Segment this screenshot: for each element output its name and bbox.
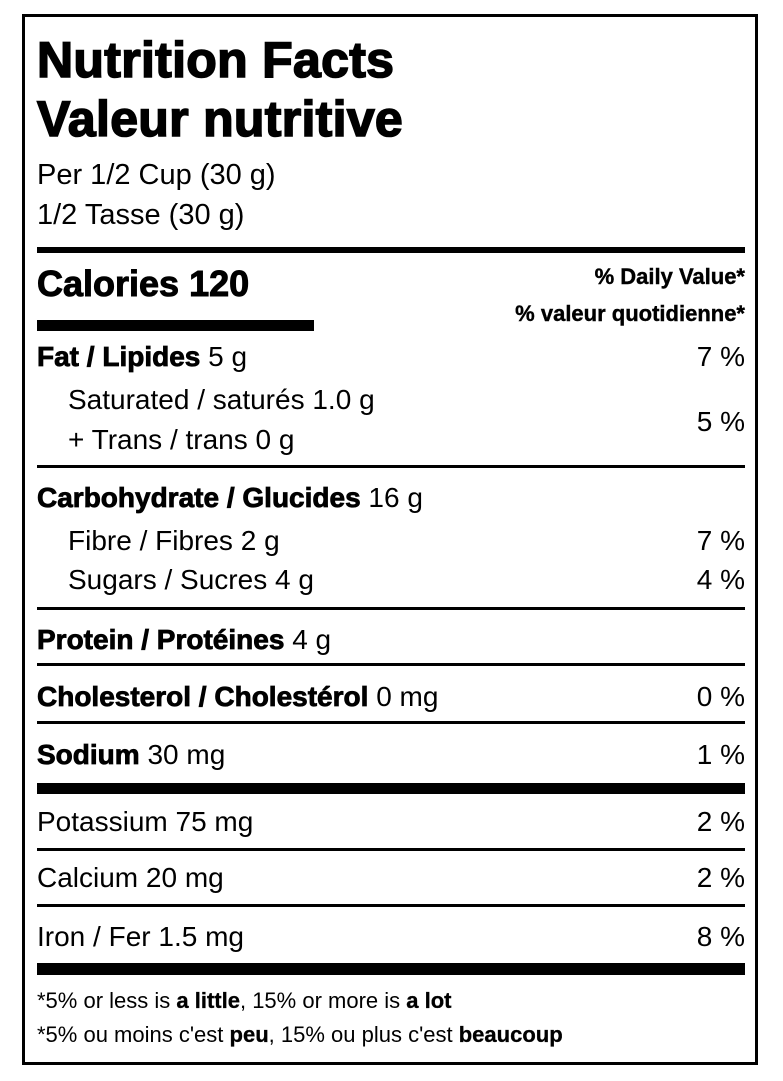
footnote-text: *5% ou moins c'est [37, 1022, 230, 1047]
title-fr: Valeur nutritive [36, 91, 404, 147]
nutrient-dv: 7 % [696, 525, 745, 556]
nutrient-label: + Trans / trans [68, 424, 248, 455]
daily-value-fr: % valeur quotidienne* [515, 301, 745, 326]
nutrient-row-saturated: Saturated / saturés 1.0 g [37, 383, 745, 417]
nutrient-label: Protein / Protéines [37, 624, 285, 656]
footnote-bold: a little [176, 988, 240, 1013]
nutrient-row-fat: Fat / Lipides 5 g 7 % [37, 340, 745, 374]
nutrient-dv: 5 % [696, 406, 745, 437]
footnote-en: *5% or less is a little, 15% or more is … [37, 988, 452, 1013]
nutrient-amount: 4 g [292, 624, 332, 655]
nutrient-label: Sugars / Sucres [68, 564, 268, 595]
nutrient-row-fibre: Fibre / Fibres 2 g 7 % [37, 524, 745, 558]
nutrient-row-protein: Protein / Protéines 4 g [37, 623, 745, 657]
divider [37, 721, 745, 724]
footnote-bold: peu [229, 1022, 269, 1047]
nutrient-dv: 0 % [696, 681, 745, 712]
divider-thick [37, 963, 745, 975]
nutrient-amount: 30 mg [147, 739, 226, 770]
nutrient-dv: 2 % [696, 862, 745, 893]
nutrient-row-sodium: Sodium 30 mg 1 % [37, 738, 745, 772]
footnote-bold: a lot [406, 988, 452, 1013]
daily-value-en: % Daily Value* [594, 264, 745, 289]
nutrient-label: Cholesterol / Cholestérol [37, 681, 369, 713]
nutrient-label: Carbohydrate / Glucides [37, 482, 361, 514]
nutrient-label: Sodium [37, 739, 140, 771]
nutrient-amount: 75 mg [175, 806, 254, 837]
nutrient-row-cholesterol: Cholesterol / Cholestérol 0 mg 0 % [37, 680, 745, 714]
nutrient-amount: 0 g [255, 424, 295, 455]
title-en: Nutrition Facts [36, 32, 395, 88]
nutrient-row-carbohydrate: Carbohydrate / Glucides 16 g [37, 481, 745, 515]
footnote-text: , 15% ou plus c'est [268, 1022, 459, 1047]
nutrient-amount: 1.0 g [312, 384, 375, 415]
divider-thick [37, 247, 745, 253]
nutrient-amount: 1.5 mg [158, 921, 244, 952]
nutrient-label: Potassium [37, 806, 168, 837]
nutrient-amount: 2 g [240, 525, 280, 556]
nutrient-row-potassium: Potassium 75 mg 2 % [37, 805, 745, 839]
divider [37, 848, 745, 851]
nutrient-dv: 8 % [696, 921, 745, 952]
footnote-fr: *5% ou moins c'est peu, 15% ou plus c'es… [37, 1022, 563, 1047]
nutrient-label: Iron / Fer [37, 921, 151, 952]
nutrient-row-trans: + Trans / trans 0 g 5 % [37, 406, 745, 457]
nutrient-label: Fibre / Fibres [68, 525, 233, 556]
nutrient-amount: 0 mg [376, 681, 439, 712]
nutrient-label: Calcium [37, 862, 139, 893]
footnote-text: *5% or less is [37, 988, 177, 1013]
nutrient-dv: 2 % [696, 806, 745, 837]
nutrient-amount: 4 g [274, 564, 314, 595]
nutrient-dv: 7 % [696, 341, 745, 372]
nutrient-label: Saturated / saturés [68, 384, 305, 415]
nutrient-row-iron: Iron / Fer 1.5 mg 8 % [37, 920, 745, 954]
calories-bar [37, 320, 314, 331]
divider [37, 904, 745, 907]
serving-size-fr: 1/2 Tasse (30 g) [37, 199, 245, 231]
calories-label: Calories [36, 263, 180, 304]
divider [37, 663, 745, 666]
nutrition-facts-label [22, 14, 758, 1065]
nutrient-label: Fat / Lipides [37, 341, 201, 373]
nutrient-dv: 4 % [696, 564, 745, 595]
nutrient-amount: 20 mg [145, 862, 224, 893]
nutrient-amount: 16 g [368, 482, 423, 513]
divider [37, 465, 745, 468]
calories-value: 120 [189, 263, 250, 304]
divider [37, 607, 745, 610]
footnote-bold: beaucoup [458, 1022, 563, 1047]
nutrient-row-calcium: Calcium 20 mg 2 % [37, 861, 745, 895]
nutrient-dv: 1 % [696, 739, 745, 770]
nutrient-row-sugars: Sugars / Sucres 4 g 4 % [37, 563, 745, 597]
divider-thick [37, 783, 745, 794]
serving-size-en: Per 1/2 Cup (30 g) [37, 159, 276, 191]
footnote-text: , 15% or more is [239, 988, 407, 1013]
nutrient-amount: 5 g [208, 341, 248, 372]
calories: Calories 120 [36, 263, 250, 304]
